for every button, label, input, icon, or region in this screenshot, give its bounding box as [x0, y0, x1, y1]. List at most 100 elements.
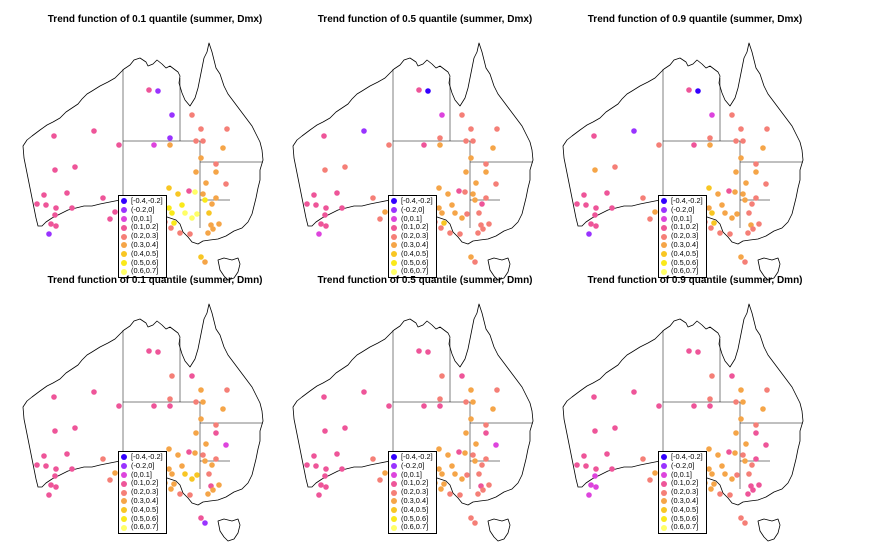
station-point	[200, 452, 206, 458]
tasmania-outline	[487, 257, 511, 281]
station-point	[749, 201, 755, 207]
station-point	[733, 169, 739, 175]
station-point	[753, 422, 759, 428]
station-point	[48, 482, 54, 488]
station-point	[189, 215, 195, 221]
station-point	[709, 112, 715, 118]
legend-swatch	[661, 498, 667, 505]
station-point	[213, 161, 219, 167]
station-point	[490, 145, 496, 151]
station-point	[445, 191, 451, 197]
station-point	[198, 416, 204, 422]
legend-entry: (0.1,0.2]	[121, 479, 163, 488]
station-point	[586, 492, 592, 498]
legend-entry: (-0.2,0]	[391, 461, 433, 471]
legend: [-0.4,-0.2] (-0.2,0] (0,0.1] (0.1,0.2] (0.2,…	[388, 451, 437, 535]
station-point	[64, 451, 70, 457]
station-point	[146, 87, 152, 93]
station-point	[421, 403, 427, 409]
legend-entry: (-0.2,0]	[391, 205, 433, 215]
station-point	[459, 112, 465, 118]
station-point	[581, 192, 587, 198]
legend-swatch	[661, 242, 667, 249]
coastline	[562, 303, 804, 506]
station-point	[53, 466, 59, 472]
panel-title: Trend function of 0.9 quantile (summer, …	[587, 14, 803, 25]
station-point	[711, 220, 717, 226]
station-point	[194, 211, 200, 217]
station-point	[198, 126, 204, 132]
station-point	[456, 449, 462, 455]
station-point	[322, 212, 328, 218]
legend-label: (0.4,0.5]	[131, 504, 159, 514]
legend-label: (0.4,0.5]	[131, 248, 159, 258]
tasmania-outline	[217, 518, 241, 542]
station-point	[743, 441, 749, 447]
station-point	[756, 482, 762, 488]
legend-entry: [-0.4,-0.2]	[661, 196, 703, 206]
station-point	[695, 88, 701, 94]
legend-entry: (-0.2,0]	[661, 461, 703, 471]
legend-entry: (0.6,0.7]	[391, 523, 433, 532]
station-point	[437, 142, 443, 148]
station-point	[416, 87, 422, 93]
station-point	[438, 225, 444, 231]
station-point	[574, 201, 580, 207]
station-point	[437, 135, 443, 141]
station-point	[151, 142, 157, 148]
legend-swatch	[121, 233, 127, 240]
legend-swatch	[391, 489, 397, 496]
station-point	[167, 142, 173, 148]
legend-swatch	[391, 233, 397, 240]
station-point	[171, 481, 177, 487]
legend-entry: (-0.2,0]	[121, 461, 163, 471]
legend-swatch	[391, 471, 397, 478]
panel-title: Trend function of 0.1 quantile (summer, …	[47, 14, 263, 25]
legend-label: [-0.4,-0.2]	[131, 452, 163, 461]
legend-label: (0,0.1]	[401, 469, 422, 479]
legend-label: (0.2,0.3]	[401, 487, 429, 497]
station-point	[198, 155, 204, 161]
legend: [-0.4,-0.2] (-0.2,0] (0,0.1] (0.1,0.2] (0.2,…	[118, 451, 167, 535]
station-point	[738, 387, 744, 393]
station-point	[216, 482, 222, 488]
legend-label: (0.1,0.2]	[401, 478, 429, 488]
station-point	[213, 169, 219, 175]
legend-entry: (-0.2,0]	[661, 205, 703, 215]
legend-label: (0.2,0.3]	[401, 231, 429, 241]
legend-label: (0.6,0.7]	[401, 266, 429, 276]
station-point	[187, 231, 193, 237]
station-point	[200, 191, 206, 197]
station-point	[459, 215, 465, 221]
station-point	[707, 135, 713, 141]
station-point	[322, 473, 328, 479]
station-point	[472, 259, 478, 265]
legend-entry: (0.3,0.4]	[661, 240, 703, 250]
station-point	[695, 349, 701, 355]
panel-title: Trend function of 0.5 quantile (summer, …	[317, 14, 533, 25]
station-point	[591, 394, 597, 400]
station-point	[732, 450, 738, 456]
station-point	[116, 403, 122, 409]
legend-swatch	[121, 224, 127, 231]
legend-label: (0.1,0.2]	[131, 222, 159, 232]
station-point	[167, 135, 173, 141]
station-point	[192, 450, 198, 456]
legend-label: (0.1,0.2]	[671, 478, 699, 488]
station-point	[43, 202, 49, 208]
station-point	[763, 181, 769, 187]
station-point	[210, 487, 216, 493]
tasmania-outline	[487, 518, 511, 542]
legend-swatch	[121, 480, 127, 487]
legend-label: (0.5,0.6]	[401, 257, 429, 267]
station-point	[652, 470, 658, 476]
legend-entry: (0.3,0.4]	[391, 496, 433, 506]
station-point	[166, 446, 172, 452]
station-point	[640, 456, 646, 462]
legend-swatch	[121, 251, 127, 258]
station-point	[468, 155, 474, 161]
station-point	[206, 210, 212, 216]
legend-entry: (0.3,0.4]	[391, 240, 433, 250]
legend-swatch	[121, 498, 127, 505]
legend-swatch	[661, 215, 667, 222]
